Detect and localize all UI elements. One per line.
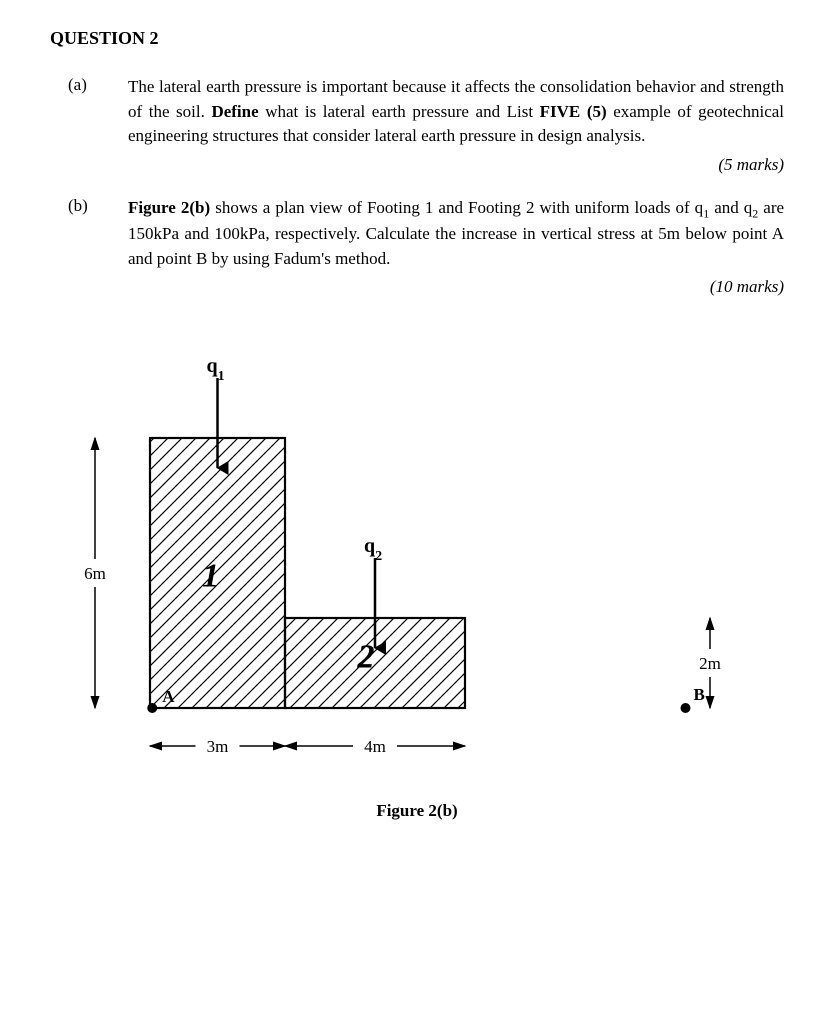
part-b-marks: (10 marks)	[128, 275, 784, 300]
part-b-sub1: 1	[703, 206, 709, 220]
question-title: QUESTION 2	[50, 28, 784, 49]
part-b: (b) Figure 2(b) shows a plan view of Foo…	[50, 196, 784, 301]
part-b-sub2: 2	[752, 206, 758, 220]
part-a-five: FIVE (5)	[540, 102, 607, 121]
figure-2b-svg: 1 q1 2 q2 A B 6m 2m 3m 4m	[50, 318, 750, 778]
part-a-body: The lateral earth pressure is important …	[128, 75, 784, 178]
part-a-text-2: what is lateral earth pressure and List	[265, 102, 539, 121]
svg-text:4m: 4m	[364, 737, 386, 756]
part-a-label: (a)	[50, 75, 128, 178]
svg-text:2m: 2m	[699, 654, 721, 673]
svg-text:3m: 3m	[207, 737, 229, 756]
page: QUESTION 2 (a) The lateral earth pressur…	[0, 0, 834, 1024]
figure-2b: 1 q1 2 q2 A B 6m 2m 3m 4m Figure 2(b)	[50, 318, 784, 821]
part-b-body: Figure 2(b) shows a plan view of Footing…	[128, 196, 784, 301]
figure-2b-caption: Figure 2(b)	[50, 801, 784, 821]
part-b-seg2: and q	[714, 198, 752, 217]
part-b-figref: Figure 2(b)	[128, 198, 210, 217]
svg-text:q2: q2	[364, 535, 382, 564]
svg-text:q1: q1	[206, 355, 224, 384]
part-a: (a) The lateral earth pressure is import…	[50, 75, 784, 178]
part-b-label: (b)	[50, 196, 128, 301]
svg-text:A: A	[162, 687, 175, 706]
svg-text:1: 1	[202, 558, 219, 595]
svg-text:6m: 6m	[84, 564, 106, 583]
part-b-seg1: shows a plan view of Footing 1 and Footi…	[215, 198, 703, 217]
part-a-marks: (5 marks)	[128, 153, 784, 178]
svg-text:B: B	[694, 685, 705, 704]
svg-text:2: 2	[357, 639, 375, 676]
part-a-define: Define	[211, 102, 258, 121]
